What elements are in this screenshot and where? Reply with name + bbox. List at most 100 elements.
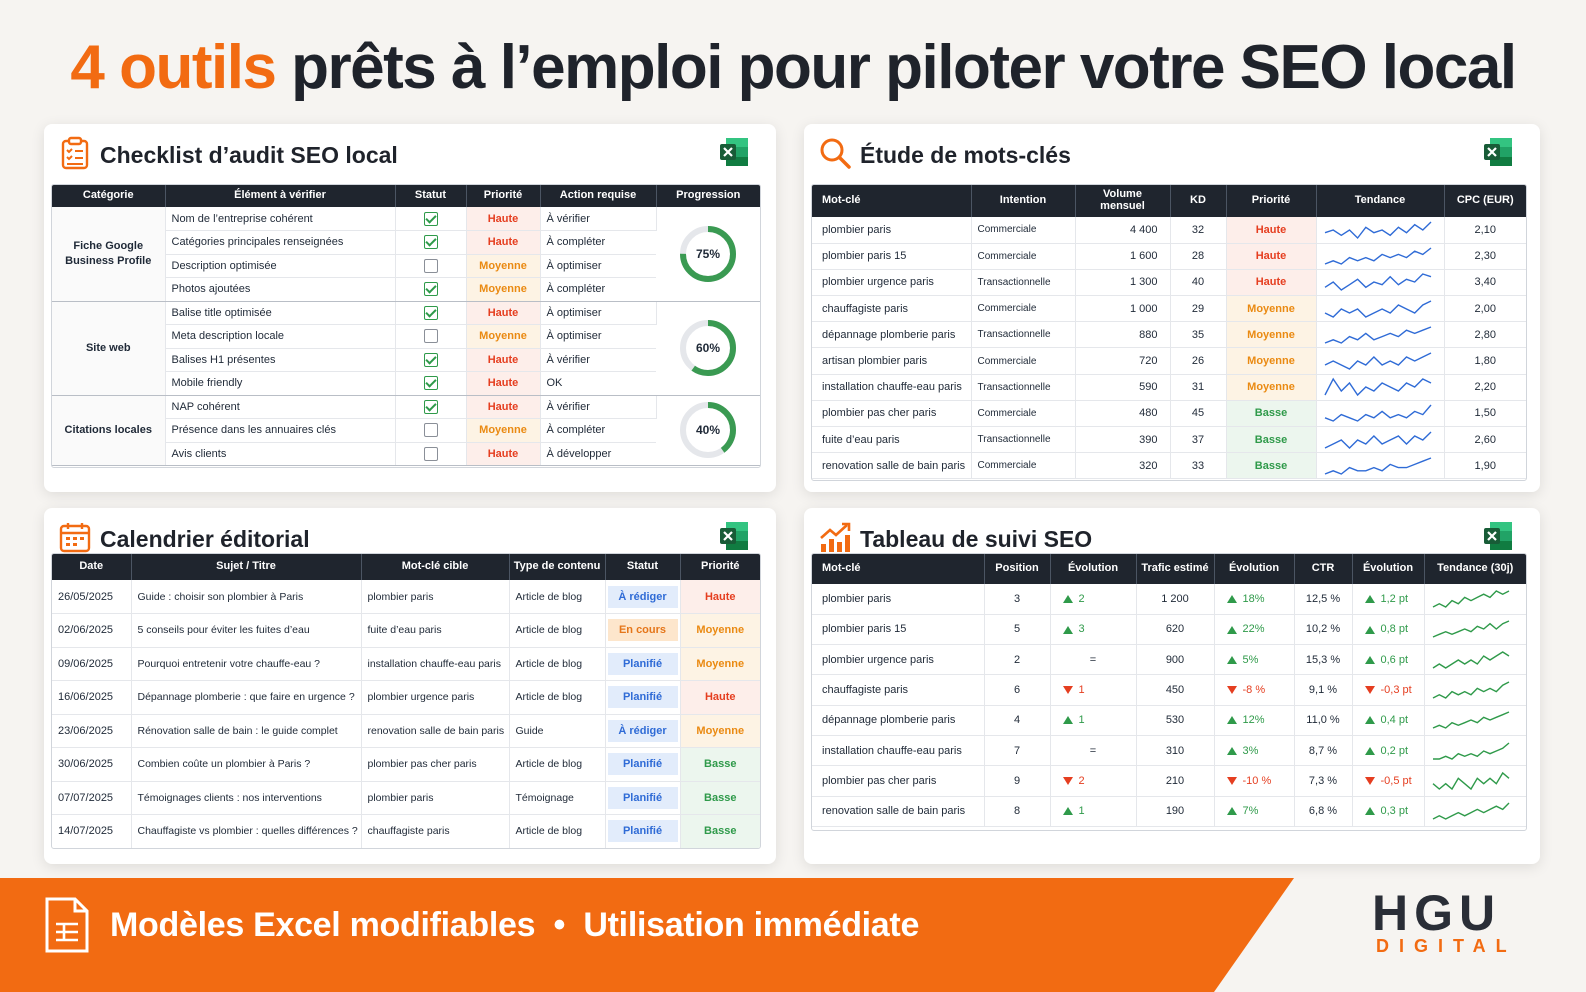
cpc-cell: 2,80 xyxy=(1444,321,1526,349)
evolution-value: 3% xyxy=(1242,744,1259,757)
column-header: Progression xyxy=(656,185,760,207)
action-cell: À développer xyxy=(540,442,656,466)
checkbox[interactable] xyxy=(423,211,438,226)
item-cell: Description optimisée xyxy=(165,254,396,278)
cpc-cell: 1,80 xyxy=(1444,347,1526,375)
date-cell: 23/06/2025 xyxy=(52,714,132,748)
checkbox[interactable] xyxy=(423,258,438,273)
evolution-value: 1 xyxy=(1078,805,1085,818)
table-row: Mobile friendly Haute OK xyxy=(52,371,760,396)
keyword-cell: plombier pas cher paris xyxy=(812,765,985,797)
sparkline xyxy=(1324,247,1431,266)
trend-cell xyxy=(1424,765,1526,797)
keyword-cell: dépannage plomberie paris xyxy=(812,321,972,349)
traffic-evolution-cell: 3% xyxy=(1214,735,1295,767)
traffic-cell: 310 xyxy=(1136,735,1215,767)
column-header: Trafic estimé xyxy=(1136,554,1215,584)
date-cell: 14/07/2025 xyxy=(52,814,132,848)
checkbox[interactable] xyxy=(423,352,438,367)
table-row: artisan plombier paris Commerciale 720 26 Mo… xyxy=(812,347,1526,375)
sparkline xyxy=(1432,771,1509,790)
table-row: plombier paris Commerciale 4 400 32 Haute 2,1… xyxy=(812,217,1526,244)
arrow-up-icon xyxy=(1062,594,1073,603)
checkbox[interactable] xyxy=(423,376,438,391)
category-cell: Fiche Google Business Profile xyxy=(52,207,166,302)
action-cell: À compléter xyxy=(540,418,656,443)
excel-icon[interactable] xyxy=(718,520,750,552)
page-title-accent: 4 outils xyxy=(70,33,277,102)
priority-cell: Basse xyxy=(680,781,760,815)
logo-main: HGU xyxy=(1372,885,1502,941)
table-row: dépannage plomberie paris 4 1 530 12% 11,0 % 0… xyxy=(812,705,1526,736)
table-row: fuite d’eau paris Transactionnelle 390 37 Ba… xyxy=(812,426,1526,454)
ctr-cell: 11,0 % xyxy=(1294,705,1353,736)
keyword-cell: plombier paris xyxy=(812,584,985,615)
sparkline xyxy=(1432,742,1509,760)
position-evolution-cell: = xyxy=(1050,735,1137,767)
excel-icon[interactable] xyxy=(1482,520,1514,552)
progress-label: 60% xyxy=(696,341,720,355)
column-header: Position xyxy=(984,554,1051,584)
position-evolution-cell: 2 xyxy=(1050,765,1137,797)
checkbox[interactable] xyxy=(423,399,438,414)
cpc-cell: 2,60 xyxy=(1444,426,1526,454)
trend-cell xyxy=(1424,735,1526,767)
table-row: installation chauffe-eau paris Transactio… xyxy=(812,374,1526,401)
trend-cell xyxy=(1424,705,1526,736)
arrow-up-icon xyxy=(1226,746,1237,755)
table-row: renovation salle de bain paris 8 1 190 7% 6,8… xyxy=(812,796,1526,827)
ctr-evolution-cell: 0,6 pt xyxy=(1352,644,1425,676)
keyword-cell: fuite d’eau paris xyxy=(812,426,972,454)
tracking-table-wrap: Mot-clé Position Évolution Trafic estimé Évo… xyxy=(811,553,1527,831)
priority-cell: Haute xyxy=(466,301,541,325)
checkbox[interactable] xyxy=(423,329,438,344)
traffic-evolution-cell: -10 % xyxy=(1214,765,1295,797)
traffic-cell: 900 xyxy=(1136,644,1215,676)
excel-icon[interactable] xyxy=(1482,136,1514,168)
evolution-value: 2 xyxy=(1078,774,1085,787)
arrow-up-icon xyxy=(1364,625,1375,634)
priority-cell: Moyenne xyxy=(466,324,541,349)
subject-cell: Dépannage plomberie : que faire en urgen… xyxy=(131,680,362,715)
column-header: KD xyxy=(1170,185,1227,217)
sparkline xyxy=(1324,273,1431,292)
checkbox[interactable] xyxy=(423,446,438,461)
table-row: 16/06/2025 Dépannage plomberie : que fair… xyxy=(52,680,760,715)
priority-cell: Moyenne xyxy=(466,277,541,302)
table-row: installation chauffe-eau paris 7 = 310 3% 8,7… xyxy=(812,735,1526,767)
traffic-cell: 530 xyxy=(1136,705,1215,736)
cpc-cell: 2,10 xyxy=(1444,217,1526,244)
checkbox[interactable] xyxy=(423,282,438,297)
kd-cell: 32 xyxy=(1170,217,1227,244)
checkbox[interactable] xyxy=(423,305,438,320)
volume-cell: 720 xyxy=(1075,347,1171,375)
status-cell xyxy=(395,207,467,231)
priority-cell: Moyenne xyxy=(466,254,541,278)
traffic-cell: 620 xyxy=(1136,614,1215,646)
progress-cell: 75% xyxy=(656,207,760,302)
table-row: plombier pas cher paris 9 2 210 -10 % 7,3 % -0… xyxy=(812,765,1526,797)
column-header: Mot-clé cible xyxy=(361,554,510,580)
table-row: Catégories principales renseignées Haute À… xyxy=(52,230,760,255)
item-cell: Meta description locale xyxy=(165,324,396,349)
checkbox[interactable] xyxy=(423,235,438,250)
sparkline xyxy=(1324,431,1431,449)
ctr-evolution-cell: 1,2 pt xyxy=(1352,584,1425,615)
keyword-cell: artisan plombier paris xyxy=(812,347,972,375)
checkbox[interactable] xyxy=(423,423,438,438)
progress-cell: 60% xyxy=(656,301,760,396)
table-row: Photos ajoutées Moyenne À compléter xyxy=(52,277,760,302)
position-cell: 9 xyxy=(984,765,1051,797)
evolution-value: -10 % xyxy=(1242,774,1272,787)
excel-icon[interactable] xyxy=(718,136,750,168)
status-badge: À rédiger xyxy=(607,585,678,608)
table-row: Fiche Google Business Profile Nom de l’en… xyxy=(52,207,760,302)
volume-cell: 1 000 xyxy=(1075,295,1171,323)
keyword-cell: plombier paris xyxy=(812,217,972,244)
tracking-table: Mot-clé Position Évolution Trafic estimé Évo… xyxy=(812,554,1526,827)
ctr-cell: 15,3 % xyxy=(1294,644,1353,676)
subject-cell: Combien coûte un plombier à Paris ? xyxy=(131,747,362,782)
kd-cell: 40 xyxy=(1170,269,1227,297)
column-header: Intention xyxy=(971,185,1076,217)
arrow-down-icon xyxy=(1364,777,1375,786)
